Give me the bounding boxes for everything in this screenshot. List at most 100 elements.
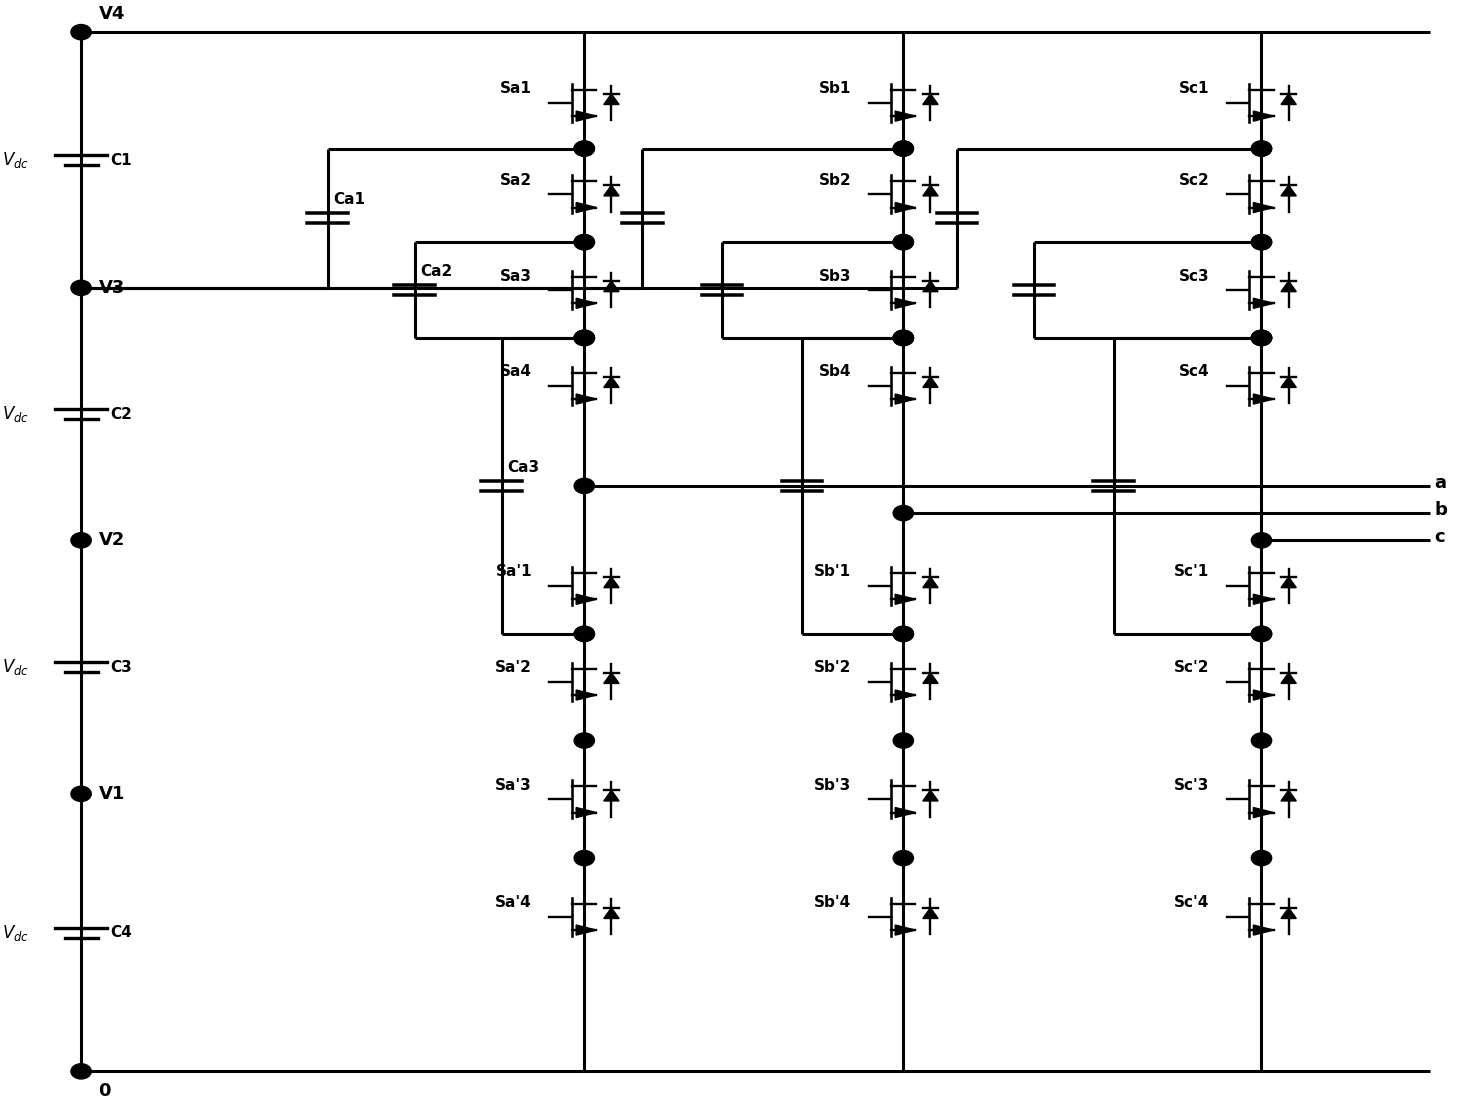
Circle shape — [573, 626, 594, 641]
Polygon shape — [604, 94, 619, 105]
Polygon shape — [576, 807, 597, 818]
Text: Sb'2: Sb'2 — [813, 660, 851, 676]
Text: $V_{dc}$: $V_{dc}$ — [3, 923, 29, 943]
Text: $V_{dc}$: $V_{dc}$ — [3, 657, 29, 677]
Circle shape — [573, 141, 594, 156]
Polygon shape — [1254, 594, 1274, 604]
Text: Sb1: Sb1 — [819, 82, 851, 96]
Circle shape — [1251, 850, 1271, 866]
Text: Ca1: Ca1 — [334, 192, 366, 208]
Circle shape — [894, 330, 913, 346]
Text: V3: V3 — [98, 279, 124, 297]
Circle shape — [1251, 626, 1271, 641]
Polygon shape — [604, 185, 619, 195]
Circle shape — [894, 850, 913, 866]
Polygon shape — [604, 790, 619, 800]
Polygon shape — [576, 594, 597, 604]
Text: Sb3: Sb3 — [819, 268, 851, 284]
Polygon shape — [576, 394, 597, 404]
Text: C1: C1 — [110, 152, 132, 168]
Circle shape — [1251, 330, 1271, 346]
Polygon shape — [576, 112, 597, 121]
Circle shape — [573, 234, 594, 250]
Circle shape — [894, 733, 913, 749]
Circle shape — [1251, 141, 1271, 156]
Circle shape — [1251, 733, 1271, 749]
Circle shape — [573, 478, 594, 493]
Polygon shape — [895, 202, 916, 213]
Polygon shape — [1254, 394, 1274, 404]
Polygon shape — [923, 94, 938, 105]
Polygon shape — [895, 594, 916, 604]
Text: Sb2: Sb2 — [818, 172, 851, 188]
Circle shape — [894, 234, 913, 250]
Text: Sb'1: Sb'1 — [813, 564, 851, 580]
Polygon shape — [576, 925, 597, 935]
Circle shape — [894, 626, 913, 641]
Polygon shape — [604, 376, 619, 388]
Circle shape — [573, 850, 594, 866]
Circle shape — [1251, 234, 1271, 250]
Circle shape — [573, 733, 594, 749]
Circle shape — [70, 280, 91, 296]
Text: Sa'4: Sa'4 — [496, 895, 533, 911]
Circle shape — [894, 626, 913, 641]
Text: Sc4: Sc4 — [1179, 364, 1210, 380]
Polygon shape — [895, 112, 916, 121]
Circle shape — [1251, 330, 1271, 346]
Text: Sb'4: Sb'4 — [813, 895, 851, 911]
Polygon shape — [576, 298, 597, 308]
Circle shape — [894, 506, 913, 521]
Polygon shape — [1254, 690, 1274, 700]
Polygon shape — [1282, 282, 1296, 291]
Text: c: c — [1434, 528, 1444, 546]
Text: 0: 0 — [98, 1082, 111, 1101]
Text: Ca3: Ca3 — [508, 460, 540, 475]
Text: Sa'1: Sa'1 — [496, 564, 533, 580]
Polygon shape — [923, 185, 938, 195]
Polygon shape — [1282, 94, 1296, 105]
Polygon shape — [923, 282, 938, 291]
Polygon shape — [1282, 376, 1296, 388]
Polygon shape — [923, 790, 938, 800]
Polygon shape — [895, 394, 916, 404]
Circle shape — [70, 533, 91, 548]
Circle shape — [70, 24, 91, 40]
Polygon shape — [1254, 202, 1274, 213]
Polygon shape — [1254, 925, 1274, 935]
Polygon shape — [1282, 577, 1296, 587]
Circle shape — [894, 141, 913, 156]
Text: V2: V2 — [98, 531, 124, 550]
Polygon shape — [923, 672, 938, 683]
Circle shape — [573, 234, 594, 250]
Polygon shape — [576, 202, 597, 213]
Polygon shape — [576, 690, 597, 700]
Text: C3: C3 — [110, 659, 132, 675]
Text: Sc2: Sc2 — [1179, 172, 1210, 188]
Text: Sa'3: Sa'3 — [496, 778, 533, 793]
Polygon shape — [923, 376, 938, 388]
Text: Sc1: Sc1 — [1179, 82, 1210, 96]
Text: Sc'4: Sc'4 — [1173, 895, 1210, 911]
Polygon shape — [923, 577, 938, 587]
Polygon shape — [604, 577, 619, 587]
Circle shape — [573, 330, 594, 346]
Circle shape — [894, 234, 913, 250]
Text: Sa'2: Sa'2 — [494, 660, 533, 676]
Circle shape — [894, 141, 913, 156]
Polygon shape — [1282, 907, 1296, 919]
Text: Sa3: Sa3 — [500, 268, 533, 284]
Text: Sb'3: Sb'3 — [813, 778, 851, 793]
Text: $V_{dc}$: $V_{dc}$ — [3, 150, 29, 170]
Text: C4: C4 — [110, 925, 132, 941]
Text: Sc'1: Sc'1 — [1173, 564, 1210, 580]
Polygon shape — [1282, 185, 1296, 195]
Circle shape — [1251, 626, 1271, 641]
Polygon shape — [1254, 298, 1274, 308]
Text: Ca2: Ca2 — [420, 264, 452, 279]
Polygon shape — [895, 298, 916, 308]
Circle shape — [573, 141, 594, 156]
Circle shape — [1251, 533, 1271, 548]
Circle shape — [70, 786, 91, 802]
Polygon shape — [895, 690, 916, 700]
